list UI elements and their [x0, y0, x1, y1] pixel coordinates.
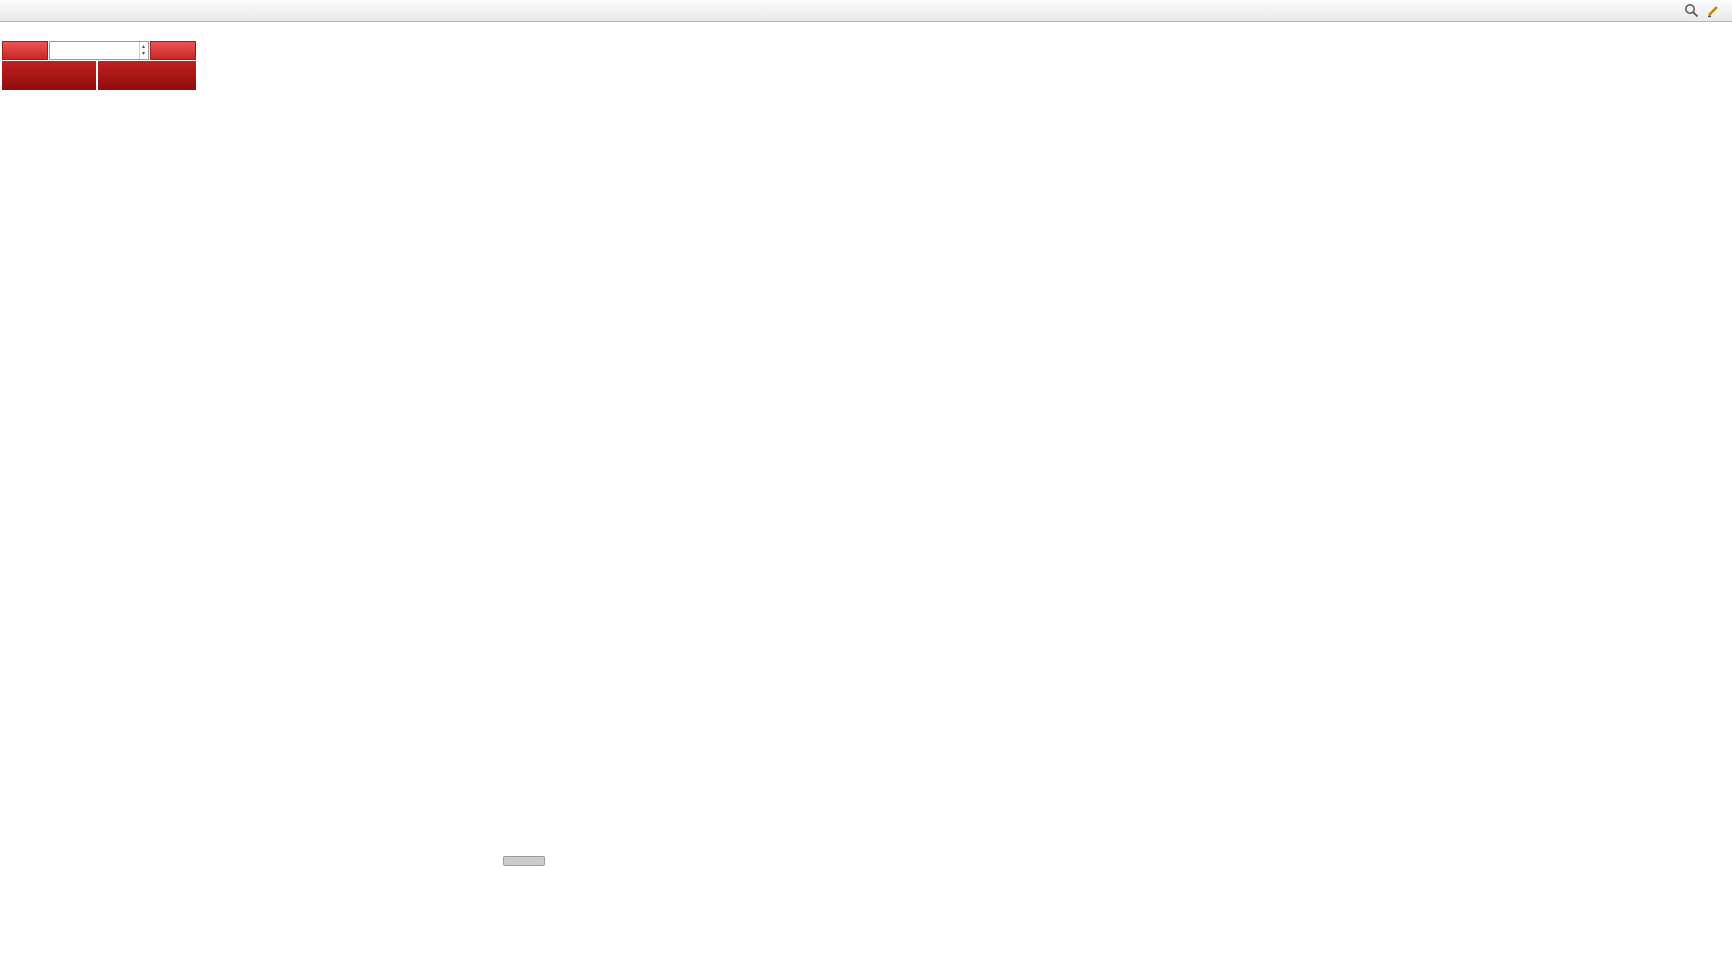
- volume-down-button[interactable]: ▾: [141, 50, 145, 57]
- volume-spinner: ▴ ▾: [138, 42, 147, 59]
- main-toolbar: [0, 0, 1732, 22]
- macd-indicator-label: [6, 534, 16, 546]
- toolbar-right-group: [1684, 3, 1729, 18]
- horizontal-scrollbar-thumb[interactable]: [503, 856, 545, 866]
- trade-prices-row: [2, 61, 196, 90]
- sell-button[interactable]: [2, 41, 48, 60]
- trade-controls-row: ▴ ▾: [2, 41, 196, 60]
- edit-icon[interactable]: [1706, 3, 1721, 18]
- volume-up-button[interactable]: ▴: [141, 43, 145, 50]
- search-icon[interactable]: [1684, 3, 1699, 18]
- one-click-trading-panel: ▴ ▾: [2, 41, 196, 90]
- sell-price-display[interactable]: [2, 61, 96, 90]
- volume-input[interactable]: ▴ ▾: [49, 41, 149, 60]
- rsi-indicator-label: [6, 684, 11, 696]
- buy-button[interactable]: [150, 41, 196, 60]
- buy-price-display[interactable]: [98, 61, 196, 90]
